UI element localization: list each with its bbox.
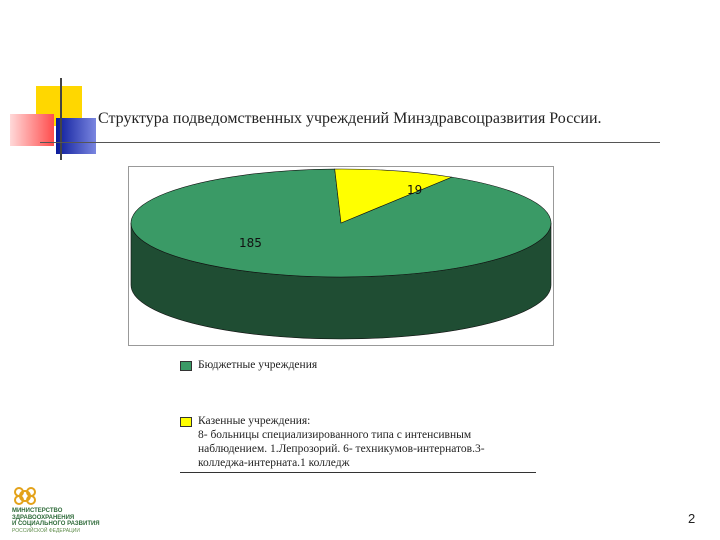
legend-label-budget: Бюджетные учреждения — [198, 359, 318, 371]
chart-area: 185 19 — [128, 166, 554, 346]
legend-rule — [180, 472, 536, 473]
deco-vertical-line — [60, 78, 62, 160]
legend-swatch-budget — [180, 361, 192, 371]
slide-title: Структура подведомственных учреждений Ми… — [98, 110, 602, 127]
deco-red-square — [10, 114, 54, 146]
ministry-logo-icon — [14, 487, 36, 505]
logo-line-2: ЗДРАВООХРАНЕНИЯ — [12, 514, 75, 521]
legend-item-budget: Бюджетные учреждения — [180, 358, 528, 372]
data-label-budget: 185 — [239, 236, 262, 250]
deco-blue-square — [56, 118, 96, 154]
pie-slice-state — [334, 168, 453, 224]
legend-swatch-state — [180, 417, 192, 427]
title-rule — [40, 142, 660, 143]
legend-item-state: Казенные учреждения: 8- больницы специал… — [180, 414, 528, 470]
pie-chart: 185 19 — [130, 168, 552, 340]
legend-label-state: Казенные учреждения: 8- больницы специал… — [198, 415, 485, 469]
logo-line-3: И СОЦИАЛЬНОГО РАЗВИТИЯ — [12, 521, 100, 527]
data-label-state: 19 — [407, 183, 422, 197]
logo-line-1: МИНИСТЕРСТВО — [12, 508, 63, 514]
logo-subline: РОССИЙСКОЙ ФЕДЕРАЦИИ — [12, 527, 80, 534]
ministry-logo-text: МИНИСТЕРСТВО ЗДРАВООХРАНЕНИЯ И СОЦИАЛЬНО… — [12, 508, 100, 534]
page-number: 2 — [688, 511, 696, 526]
